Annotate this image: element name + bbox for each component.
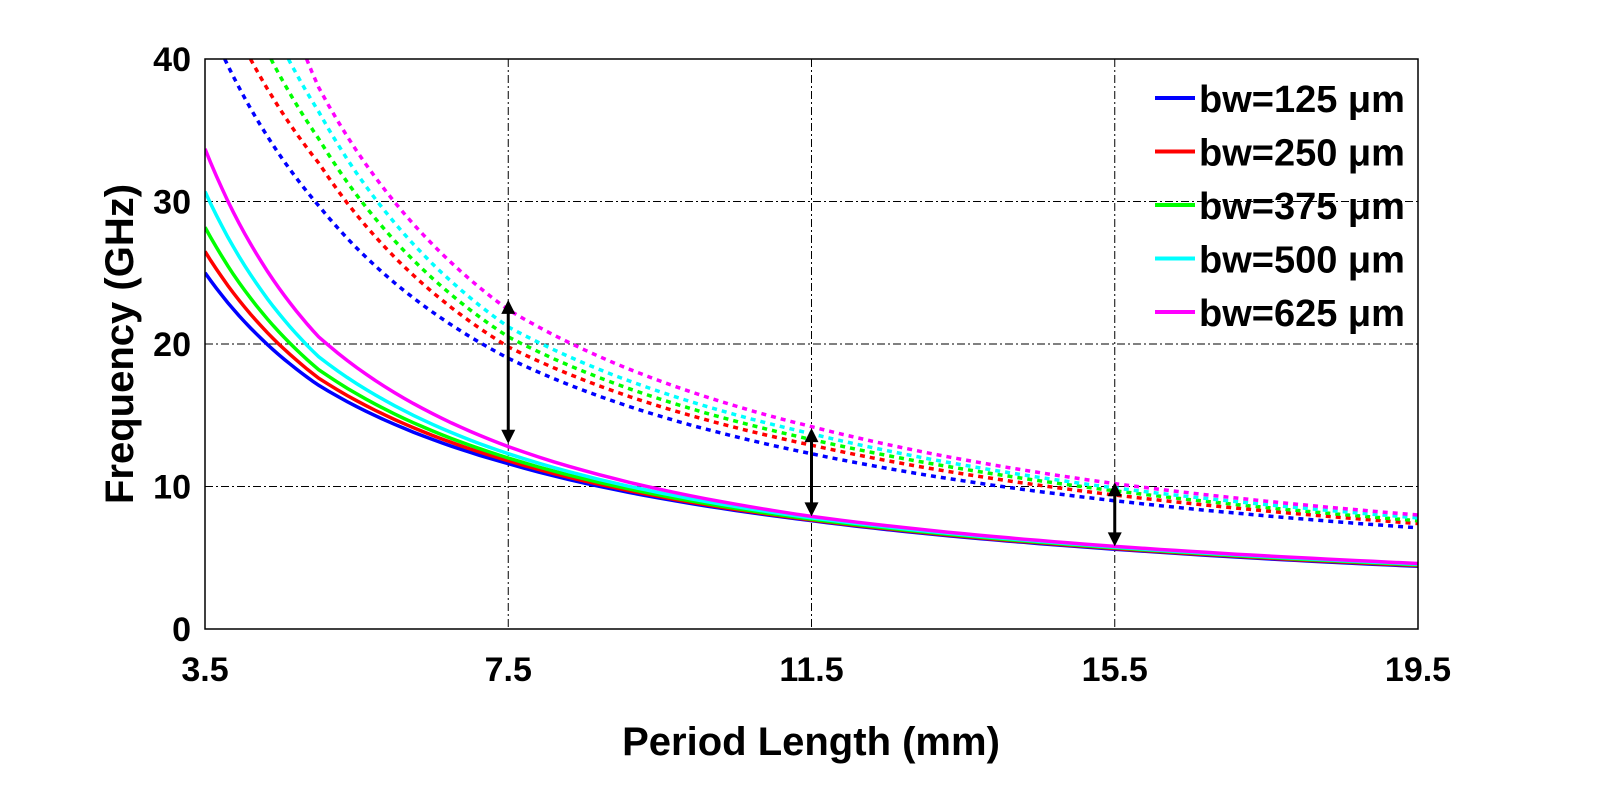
y-tick-label: 10 [153, 469, 191, 507]
double-arrow [1107, 482, 1122, 547]
legend-label: bw=375 μm [1199, 186, 1405, 228]
solid-series-line [205, 148, 1418, 566]
arrow-head-down [501, 429, 516, 444]
annotations [501, 299, 1122, 547]
legend-label: bw=125 μm [1199, 79, 1405, 121]
y-tick-label: 30 [153, 184, 191, 222]
x-tick-label: 19.5 [1385, 651, 1451, 689]
y-tick-labels: 0 10 20 30 40 [153, 41, 191, 649]
dotted-series-line [248, 59, 1418, 526]
dotted-series-line [269, 59, 1418, 523]
x-tick-label: 15.5 [1082, 651, 1148, 689]
legend-item: bw=500 μm [1155, 240, 1405, 282]
legend-label: bw=500 μm [1199, 240, 1405, 282]
x-tick-label: 3.5 [181, 651, 228, 689]
arrow-head-up [804, 428, 819, 443]
double-arrow [804, 428, 819, 517]
x-tick-label: 7.5 [485, 651, 532, 689]
arrow-head-up [501, 299, 516, 314]
legend: bw=125 μm bw=250 μm bw=375 μm bw=500 μm bw=6… [1155, 79, 1405, 335]
legend-item: bw=250 μm [1155, 133, 1405, 175]
y-axis-label: Frequency (GHz) [98, 184, 142, 504]
x-tick-label: 11.5 [779, 651, 843, 689]
arrow-head-down [804, 502, 819, 517]
legend-label: bw=250 μm [1199, 133, 1405, 175]
legend-item: bw=625 μm [1155, 293, 1405, 335]
dotted-series-line [304, 59, 1418, 517]
dotted-series-line [286, 59, 1418, 520]
y-tick-label: 20 [153, 326, 191, 364]
y-tick-label: 40 [153, 41, 191, 79]
double-arrow [501, 299, 516, 444]
legend-item: bw=375 μm [1155, 186, 1405, 228]
arrow-head-down [1107, 532, 1122, 547]
dotted-series-line [223, 59, 1418, 530]
x-tick-labels: 3.5 7.5 11.5 15.5 19.5 [181, 651, 1451, 689]
y-tick-label: 0 [172, 611, 191, 649]
plot-frame [204, 58, 1419, 630]
legend-label: bw=625 μm [1199, 293, 1405, 335]
x-axis-label: Period Length (mm) [622, 720, 1000, 764]
series-lines [205, 59, 1418, 569]
legend-item: bw=125 μm [1155, 79, 1405, 121]
arrow-head-up [1107, 482, 1122, 497]
